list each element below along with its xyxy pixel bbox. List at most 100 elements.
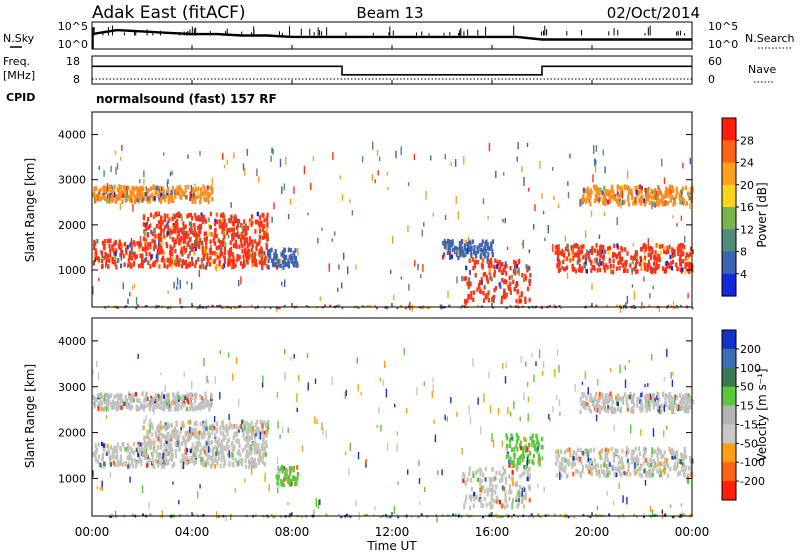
heatmap-cell (523, 487, 526, 493)
heatmap-cell (171, 457, 174, 462)
heatmap-noise-cell (393, 294, 395, 300)
heatmap-cell (681, 243, 685, 248)
heatmap-cell (611, 399, 614, 404)
heatmap-ground-cell (595, 304, 598, 308)
heatmap-cell (488, 501, 491, 507)
heatmap-cell (263, 257, 266, 263)
heatmap-cell (158, 185, 161, 191)
heatmap-noise-cell (314, 378, 317, 384)
heatmap-noise-cell (156, 248, 159, 256)
heatmap-noise-cell (434, 434, 437, 443)
heatmap-cell (466, 249, 469, 255)
heatmap-cell (143, 435, 146, 440)
heatmap-cell (289, 468, 292, 473)
heatmap-cell (238, 448, 241, 454)
heatmap-noise-cell (584, 371, 586, 380)
heatmap-cell (201, 219, 205, 225)
heatmap-noise-cell (322, 427, 324, 436)
heatmap-ground-cell (158, 305, 160, 308)
heatmap-cell (176, 440, 179, 446)
heatmap-noise-cell (450, 162, 452, 166)
heatmap-cell (151, 454, 154, 459)
heatmap-cell (640, 266, 643, 272)
heatmap-cell (663, 269, 666, 274)
heatmap-cell (609, 264, 612, 269)
heatmap-cell (509, 286, 512, 292)
heatmap-noise-cell (647, 238, 649, 246)
heatmap-cell (488, 270, 491, 275)
heatmap-cell (180, 458, 183, 464)
heatmap-cell (558, 453, 561, 459)
heatmap-noise-cell (268, 483, 270, 492)
heatmap-cell (199, 223, 203, 229)
heatmap-noise-cell (377, 170, 379, 176)
heatmap-ground-cell (567, 515, 570, 519)
heatmap-cell (556, 246, 559, 251)
heatmap-cell (152, 261, 155, 266)
heatmap-cell (215, 245, 218, 251)
heatmap-noise-cell (472, 358, 474, 367)
heatmap-cell (656, 257, 659, 262)
heatmap-cell (142, 186, 145, 191)
heatmap-cell (585, 464, 588, 469)
heatmap-cell (166, 188, 169, 194)
heatmap-cell (250, 431, 253, 436)
heatmap-cell (262, 260, 265, 266)
heatmap-cell (222, 222, 225, 227)
heatmap-cell (96, 238, 99, 244)
heatmap-cell (598, 473, 601, 479)
heatmap-cell (222, 431, 225, 436)
heatmap-cell (669, 254, 672, 260)
heatmap-cell (662, 266, 665, 271)
heatmap-cell (121, 243, 124, 248)
heatmap-cell (491, 248, 494, 254)
heatmap-cell (654, 269, 657, 274)
heatmap-ground-cell (506, 513, 509, 517)
heatmap-ground-cell (564, 515, 567, 519)
heatmap-cell (510, 460, 513, 465)
heatmap-cell (188, 406, 191, 411)
heatmap-cell (130, 264, 133, 269)
heatmap-cell (180, 423, 183, 428)
heatmap-cell (472, 470, 475, 476)
heatmap-cell (462, 471, 465, 477)
heatmap-cell (668, 244, 671, 250)
heatmap-cell (680, 406, 683, 411)
heatmap-cell (232, 235, 235, 241)
heatmap-cell (631, 193, 634, 199)
heatmap-ground-cell (289, 515, 292, 518)
heatmap-cell (174, 258, 177, 264)
heatmap-noise-cell (222, 153, 224, 160)
heatmap-cell (664, 266, 667, 272)
heatmap-cell (203, 427, 206, 433)
heatmap-cell (205, 459, 208, 465)
heatmap-noise-cell (301, 445, 304, 452)
colorbar-swatch (722, 367, 736, 388)
heatmap-cell (184, 234, 187, 239)
heatmap-cell (167, 437, 170, 442)
heatmap-cell (97, 406, 100, 411)
heatmap-ground-cell (673, 306, 676, 309)
heatmap-ground-cell (512, 514, 515, 517)
heatmap-cell (638, 190, 641, 195)
heatmap-cell (677, 471, 680, 477)
heatmap-cell (164, 450, 167, 456)
heatmap-ground-cell (289, 513, 292, 516)
heatmap-ground-cell (145, 305, 148, 308)
heatmap-cell (277, 465, 280, 471)
heatmap-cell (241, 249, 244, 254)
heatmap-ground-cell (338, 304, 341, 307)
heatmap-cell (132, 191, 135, 196)
heatmap-cell (686, 399, 689, 405)
heatmap-cell (262, 420, 265, 425)
heatmap-cell (244, 247, 247, 252)
heatmap-ground-cell (573, 515, 576, 519)
heatmap-noise-cell (379, 377, 381, 382)
heatmap-cell (109, 248, 112, 254)
heatmap-cell (603, 191, 606, 197)
heatmap-noise-cell (455, 159, 457, 167)
heatmap-cell (210, 394, 213, 399)
heatmap-cell (232, 425, 235, 430)
heatmap-cell (531, 433, 534, 438)
heatmap-cell (657, 185, 660, 190)
